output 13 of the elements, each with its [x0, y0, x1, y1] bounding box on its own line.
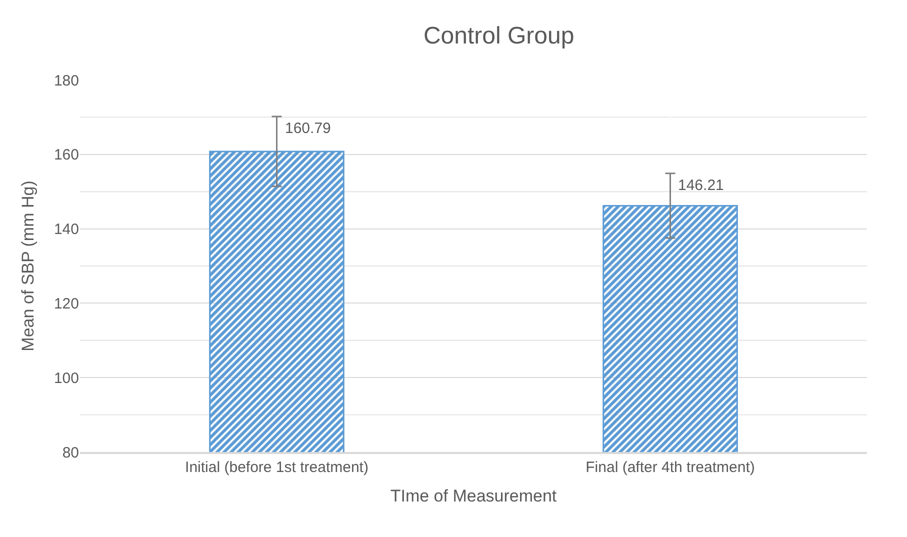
y-tick-label: 100 [54, 370, 79, 387]
y-tick-label: 160 [54, 146, 79, 164]
x-tick-label: Initial (before 1st treatment) [185, 458, 368, 476]
y-tick-label: 80 [62, 444, 79, 462]
data-label: 160.79 [285, 120, 331, 137]
y-tick-label: 180 [54, 72, 79, 90]
y-axis-title: Mean of SBP (mm Hg) [18, 180, 38, 352]
chart-title: Control Group [423, 22, 574, 50]
y-tick-label: 140 [54, 221, 79, 238]
y-tick-label: 120 [54, 295, 79, 312]
x-tick-label: Final (after 4th treatment) [586, 458, 755, 476]
x-axis-title: TIme of Measurement [390, 486, 557, 506]
data-label: 146.21 [678, 177, 724, 194]
